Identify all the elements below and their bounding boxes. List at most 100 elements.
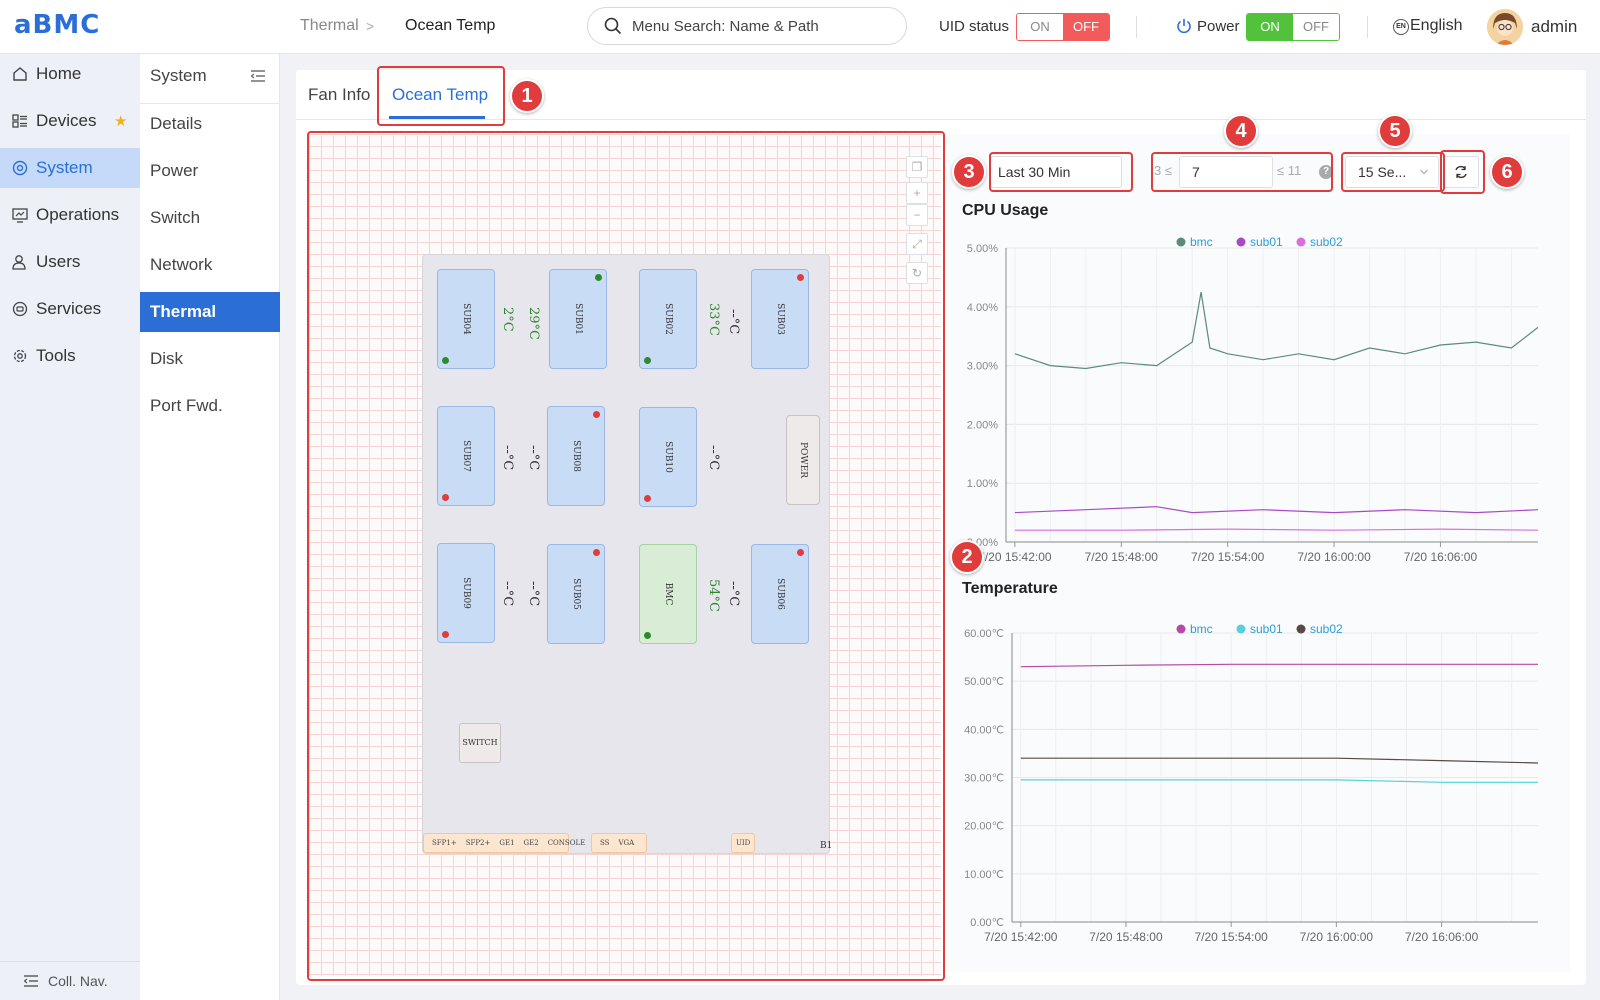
slot-power[interactable]: POWER — [786, 415, 820, 505]
y-tick-label: 2.00% — [967, 419, 998, 431]
home-icon — [13, 67, 27, 81]
nav-item-label: Tools — [36, 346, 76, 365]
highlight-refresh-button — [1440, 150, 1485, 194]
devices-icon — [12, 114, 27, 128]
subnav-item-thermal[interactable]: Thermal — [140, 292, 280, 332]
nav-item-home[interactable]: Home — [0, 54, 140, 94]
collapse-subnav-icon[interactable] — [251, 70, 265, 82]
highlight-interval-select — [1341, 152, 1445, 192]
legend-label: bmc — [1190, 622, 1213, 636]
legend-marker-sub02 — [1296, 624, 1306, 634]
power-toggle[interactable]: ON OFF — [1246, 13, 1340, 41]
uid-off-option[interactable]: OFF — [1063, 14, 1109, 40]
status-dot — [442, 631, 449, 638]
menu-search-input[interactable]: Menu Search: Name & Path — [587, 7, 907, 45]
subnav-item-details[interactable]: Details — [140, 104, 280, 144]
nav-item-operations[interactable]: Operations — [0, 195, 140, 235]
count-input[interactable]: 7 — [1179, 156, 1273, 188]
y-tick-label: 60.00℃ — [964, 628, 1004, 640]
copy-icon[interactable]: ❐ — [906, 156, 928, 178]
min-bound-label: 3 ≤ — [1154, 163, 1172, 178]
x-tick-label: 7/20 15:42:00 — [978, 550, 1052, 564]
zoom-in-icon[interactable]: + — [906, 182, 928, 204]
uid-status-toggle[interactable]: ON OFF — [1016, 13, 1110, 41]
y-tick-label: 1.00% — [967, 478, 998, 490]
avatar[interactable] — [1487, 9, 1523, 45]
highlight-ocean-temp-tab — [377, 66, 505, 126]
nav-item-system[interactable]: System — [0, 148, 140, 188]
reset-view-icon[interactable]: ↻ — [906, 262, 928, 284]
subnav-item-switch[interactable]: Switch — [140, 198, 280, 238]
annotation-badge-2: 2 — [950, 540, 984, 574]
subnav-item-disk[interactable]: Disk — [140, 339, 280, 379]
switch-module[interactable]: SWITCH — [459, 723, 501, 763]
slot-sub10[interactable]: SUB10 — [639, 407, 697, 507]
fit-screen-icon[interactable]: ⤢ — [906, 233, 928, 255]
search-placeholder: Menu Search: Name & Path — [632, 18, 819, 35]
operations-icon — [12, 208, 28, 223]
power-on-option[interactable]: ON — [1247, 14, 1293, 40]
nav-item-users[interactable]: Users — [0, 242, 140, 282]
slot-sub01[interactable]: SUB01 — [549, 269, 607, 369]
slot-sub08[interactable]: SUB08 — [547, 406, 605, 506]
legend-marker-bmc — [1176, 237, 1186, 247]
highlight-time-range — [989, 152, 1133, 192]
user-name[interactable]: admin — [1531, 17, 1578, 36]
collapse-nav-label: Coll. Nav. — [48, 973, 108, 989]
highlight-diagram — [307, 131, 945, 981]
status-dot — [442, 357, 449, 364]
status-dot — [593, 549, 600, 556]
series-line-sub02 — [1014, 528, 1539, 531]
help-icon[interactable]: ? — [1319, 165, 1333, 179]
breadcrumb-separator: > — [366, 18, 375, 34]
subnav-item-network[interactable]: Network — [140, 245, 280, 285]
nav-item-label: Devices — [36, 111, 97, 130]
port-label: SFP1+ — [432, 839, 457, 847]
y-tick-label: 20.00℃ — [964, 821, 1004, 833]
active-tab-indicator — [389, 116, 485, 119]
language-select[interactable]: English — [1410, 17, 1463, 34]
subnav-item-port-fwd[interactable]: Port Fwd. — [140, 386, 280, 426]
refresh-icon — [1455, 165, 1467, 179]
uid-on-option[interactable]: ON — [1017, 14, 1063, 40]
nav-item-services[interactable]: Services — [0, 289, 140, 329]
y-tick-label: 30.00℃ — [964, 773, 1004, 785]
annotation-badge-5: 5 — [1378, 114, 1412, 148]
breadcrumb-thermal[interactable]: Thermal — [300, 17, 359, 34]
refresh-button[interactable] — [1443, 156, 1479, 188]
slot-bmc[interactable]: BMC — [639, 544, 697, 644]
subnav-item-label: Thermal — [150, 302, 217, 321]
y-tick-label: 40.00℃ — [964, 724, 1004, 736]
nav-item-tools[interactable]: Tools — [0, 336, 140, 376]
nav-item-label: System — [36, 158, 93, 177]
power-icon — [1177, 19, 1191, 34]
x-tick-label: 7/20 15:54:00 — [1191, 550, 1265, 564]
board-label: B1 — [820, 841, 833, 851]
refresh-interval-select[interactable]: 15 Se... — [1345, 156, 1439, 188]
zoom-out-icon[interactable]: − — [906, 204, 928, 226]
port-label: CONSOLE — [547, 839, 586, 847]
star-icon[interactable]: ★ — [114, 113, 128, 130]
slot-sub05[interactable]: SUB05 — [547, 544, 605, 644]
slot-sub04[interactable]: SUB04 — [437, 269, 495, 369]
power-off-option[interactable]: OFF — [1293, 14, 1339, 40]
slot-sub02[interactable]: SUB02 — [639, 269, 697, 369]
x-tick-label: 7/20 16:00:00 — [1300, 930, 1374, 944]
tab-ocean-temp[interactable]: Ocean Temp — [392, 85, 489, 104]
app-logo[interactable]: aBMC — [14, 10, 101, 40]
language-icon: EN — [1393, 19, 1409, 35]
time-range-select[interactable]: Last 30 Min — [990, 156, 1122, 188]
breadcrumb-current: Ocean Temp — [405, 17, 496, 34]
chassis-diagram[interactable]: ❐ + − ⤢ ↻ SWITCH SFP1+ SFP2+ GE1 GE2 CON… — [309, 134, 941, 976]
nav-item-devices[interactable]: Devices ★ — [0, 101, 140, 141]
slot-sub03[interactable]: SUB03 — [751, 269, 809, 369]
slot-sub07[interactable]: SUB07 — [437, 406, 495, 506]
y-tick-label: 0.00℃ — [970, 917, 1004, 929]
tab-fan-info[interactable]: Fan Info — [308, 85, 371, 104]
slot-sub06[interactable]: SUB06 — [751, 544, 809, 644]
status-dot — [644, 495, 651, 502]
collapse-nav-button[interactable]: Coll. Nav. — [0, 961, 140, 1000]
legend-label: sub02 — [1310, 622, 1343, 636]
slot-sub09[interactable]: SUB09 — [437, 543, 495, 643]
subnav-item-power[interactable]: Power — [140, 151, 280, 191]
